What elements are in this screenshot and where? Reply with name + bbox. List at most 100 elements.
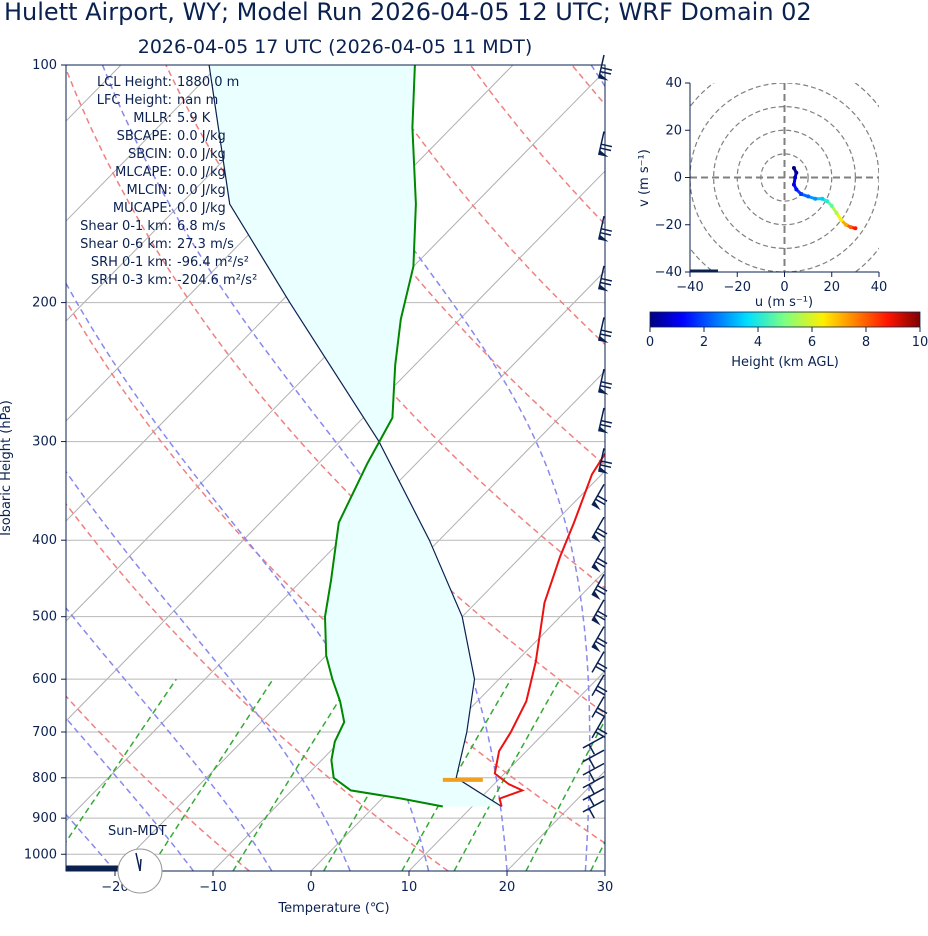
index-label: SRH 0-1 km:: [91, 255, 172, 270]
hodo-y-label: v (m s⁻¹): [637, 149, 652, 207]
isotherm: [66, 70, 605, 622]
hodograph-point: [794, 170, 799, 175]
y-tick-label: 800: [32, 771, 57, 786]
colorbar-tick-label: 6: [808, 335, 816, 350]
barb-line: [600, 464, 612, 469]
barb-line: [600, 329, 613, 334]
barb-shaft: [582, 749, 605, 763]
isotherm: [408, 670, 605, 871]
barb-line: [595, 531, 606, 538]
isotherm: [66, 170, 605, 722]
wind-barb: [591, 626, 608, 653]
barb-line: [597, 584, 608, 592]
barb-shaft: [582, 799, 605, 813]
hodograph-point: [799, 192, 804, 197]
wind-barb: [591, 599, 608, 626]
hodo-x-tick-label: −20: [724, 280, 751, 295]
barb-shaft: [582, 735, 605, 749]
barb-line: [600, 419, 613, 424]
dry-adiabat: [674, 65, 928, 871]
colorbar-tick-label: 10: [912, 335, 928, 350]
index-value: -96.4 m²/s²: [177, 255, 249, 270]
sun-clock-hand: [139, 858, 142, 872]
barb-flag: [598, 426, 609, 434]
dry-adiabat: [469, 65, 605, 226]
wind-barb: [591, 651, 608, 673]
index-value: 27.3 m/s: [177, 237, 234, 252]
wind-barb: [598, 54, 613, 81]
barb-shaft: [591, 716, 605, 739]
barb-line: [600, 231, 612, 236]
y-tick-label: 500: [32, 610, 57, 625]
x-tick-label: −10: [199, 880, 226, 895]
hodo-y-tick-label: 20: [665, 123, 682, 138]
barb-shaft: [591, 696, 605, 718]
x-tick-label: 10: [401, 880, 418, 895]
height-colorbar: 0 2 4 6 8 10 Height (km AGL): [646, 311, 928, 370]
hodograph-axes: −40 −20 0 20 40 40 20 0 −20 −40: [655, 76, 888, 295]
mixing-ratio-line: [525, 718, 605, 871]
index-label: Shear 0-6 km:: [80, 237, 172, 252]
index-value: 5.9 K: [177, 111, 211, 126]
page-title: Hulett Airport, WY; Model Run 2026-04-05…: [4, 0, 812, 26]
hodo-y-tick-label: 40: [665, 76, 682, 91]
hodograph-point: [853, 226, 858, 231]
moist-adiabat: [292, 65, 591, 871]
hodo-y-tick-label: 0: [674, 171, 682, 186]
sun-label: Sun-MDT: [108, 824, 167, 839]
wind-barb: [598, 407, 613, 434]
barb-flag: [592, 616, 601, 626]
barb-line: [595, 588, 606, 596]
mixing-ratio-line: [148, 678, 274, 871]
wind-barbs: [582, 54, 613, 819]
moist-adiabat: [66, 813, 116, 871]
barb-line: [588, 771, 596, 782]
hodograph-point: [806, 194, 811, 199]
hodograph-point: [848, 225, 853, 230]
barb-line: [597, 495, 608, 502]
barb-line: [597, 637, 608, 645]
colorbar-ticks: 0 2 4 6 8 10: [646, 327, 928, 350]
index-label: MUCAPE:: [113, 201, 172, 216]
wind-barb: [598, 317, 613, 343]
sun-clock: [117, 848, 163, 894]
y-tick-label: 600: [32, 672, 57, 687]
wind-barb: [591, 516, 608, 543]
barb-line: [597, 707, 608, 715]
isotherm: [66, 65, 318, 322]
hodograph-point: [794, 187, 799, 192]
dewpoint-profile-line: [323, 65, 443, 808]
barb-line: [595, 613, 606, 621]
colorbar-tick-label: 8: [862, 335, 870, 350]
hodograph-rings: [690, 83, 879, 272]
barb-line: [600, 147, 612, 152]
barb-line: [600, 228, 613, 232]
skewt-frame: [65, 64, 606, 872]
isotherm: [687, 29, 928, 887]
wind-barb: [582, 762, 605, 782]
barb-flag: [598, 466, 609, 474]
index-value: 0.0 J/kg: [177, 201, 226, 216]
y-tick-label: 900: [32, 811, 57, 826]
wind-barb: [591, 674, 608, 697]
barb-flag: [592, 533, 601, 543]
barb-shaft: [582, 775, 605, 789]
barb-shaft: [591, 651, 605, 673]
skewt-profiles: [208, 65, 605, 808]
hodograph-point: [820, 196, 825, 201]
barb-flag: [598, 284, 609, 292]
hodograph-point: [793, 175, 798, 180]
dry-adiabat: [571, 65, 605, 106]
y-tick-label: 400: [32, 533, 57, 548]
barb-line: [595, 498, 606, 506]
barb-line: [597, 557, 608, 565]
barb-line: [600, 460, 613, 465]
y-tick-label: 700: [32, 725, 57, 740]
isotherm: [66, 65, 220, 222]
y-tick-label: 200: [32, 296, 57, 311]
x-axis-label: Temperature (℃): [277, 901, 389, 916]
index-label: SRH 0-3 km:: [91, 273, 172, 288]
index-label: LCL Height:: [97, 75, 172, 90]
page-subtitle: 2026-04-05 17 UTC (2026-04-05 11 MDT): [137, 36, 533, 58]
barb-line: [595, 710, 606, 718]
